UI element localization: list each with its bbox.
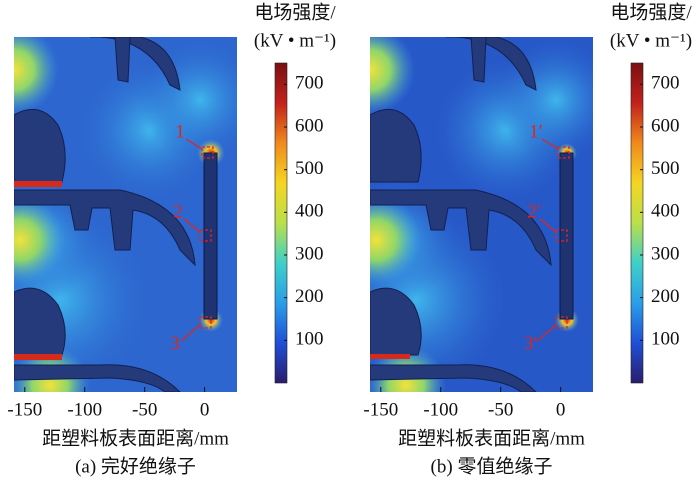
x-tick-label: -100 bbox=[67, 399, 102, 420]
insulator-shed bbox=[14, 364, 181, 392]
annotation-leader bbox=[183, 218, 201, 233]
field-hotspot bbox=[14, 37, 59, 115]
hot-strip bbox=[370, 354, 410, 359]
caption: (a) 完好绝缘子 bbox=[75, 455, 196, 477]
insulator-core bbox=[370, 287, 422, 356]
colorbar-tick-label: 200 bbox=[651, 286, 680, 307]
annotation-box bbox=[201, 146, 214, 159]
insulator-core bbox=[370, 108, 422, 183]
x-tick-label: -150 bbox=[7, 399, 42, 420]
colorbar-tick-label: 700 bbox=[295, 73, 324, 94]
insulator-core bbox=[14, 287, 66, 356]
field-map bbox=[370, 37, 593, 392]
annotation-leader bbox=[541, 138, 559, 150]
colorbar-title: 电场强度/ bbox=[610, 1, 692, 23]
annotation-leader bbox=[539, 218, 557, 233]
colorbar-title: 电场强度/ bbox=[254, 1, 336, 23]
x-tick-label: -150 bbox=[363, 399, 398, 420]
annotation-leader bbox=[180, 324, 201, 342]
field-map bbox=[14, 37, 237, 392]
colorbar bbox=[274, 62, 288, 384]
colorbar-tick-label: 700 bbox=[651, 73, 680, 94]
colorbar-tick-label: 200 bbox=[295, 286, 324, 307]
colorbar-tick-label: 100 bbox=[295, 329, 324, 350]
insulator-shed bbox=[14, 189, 196, 267]
colorbar-tick-label: 500 bbox=[295, 158, 324, 179]
annotation-label: 3 bbox=[170, 333, 180, 354]
hot-strip bbox=[14, 181, 62, 187]
annotation-leader bbox=[536, 324, 557, 342]
field-hotspot bbox=[370, 195, 421, 285]
colorbar-tick-label: 600 bbox=[295, 115, 324, 136]
annotation-label: 1 bbox=[175, 121, 185, 142]
x-tick-label: -50 bbox=[132, 399, 157, 420]
insulator-shed bbox=[114, 37, 131, 83]
x-axis-label: 距塑料板表面距离/mm bbox=[398, 427, 585, 449]
x-axis-label: 距塑料板表面距离/mm bbox=[42, 427, 229, 449]
colorbar-unit: (kV • m⁻¹) bbox=[254, 30, 336, 51]
field-hotspot bbox=[14, 195, 65, 285]
x-tick-label: 0 bbox=[200, 399, 210, 420]
annotation-label: 2′ bbox=[527, 201, 541, 222]
annotation-label: 2 bbox=[173, 201, 183, 222]
colorbar-tick-label: 400 bbox=[651, 201, 680, 222]
x-tick-label: -100 bbox=[423, 399, 458, 420]
annotation-box bbox=[555, 316, 568, 329]
insulator-shed bbox=[370, 364, 537, 392]
annotation-label: 1′ bbox=[529, 121, 543, 142]
hot-strip bbox=[14, 354, 62, 360]
colorbar-tick-label: 400 bbox=[295, 201, 324, 222]
annotation-box bbox=[199, 316, 212, 329]
annotation-label: 3′ bbox=[524, 333, 538, 354]
colorbar-tick-label: 500 bbox=[651, 158, 680, 179]
insulator-shed bbox=[470, 37, 487, 83]
colorbar-tick-label: 100 bbox=[651, 329, 680, 350]
colorbar-tick-label: 300 bbox=[295, 243, 324, 264]
colorbar-unit: (kV • m⁻¹) bbox=[610, 30, 692, 51]
x-tick-label: -50 bbox=[488, 399, 513, 420]
colorbar bbox=[630, 62, 644, 384]
insulator-shed bbox=[370, 189, 552, 267]
insulator-core bbox=[14, 108, 66, 183]
field-hotspot bbox=[370, 37, 415, 115]
colorbar-tick-label: 300 bbox=[651, 243, 680, 264]
annotation-box bbox=[555, 229, 568, 242]
annotation-box bbox=[199, 229, 212, 242]
x-tick-label: 0 bbox=[556, 399, 566, 420]
annotation-box bbox=[557, 146, 570, 159]
colorbar-tick-label: 600 bbox=[651, 115, 680, 136]
caption: (b) 零值绝缘子 bbox=[431, 455, 553, 477]
annotation-leader bbox=[185, 138, 203, 150]
